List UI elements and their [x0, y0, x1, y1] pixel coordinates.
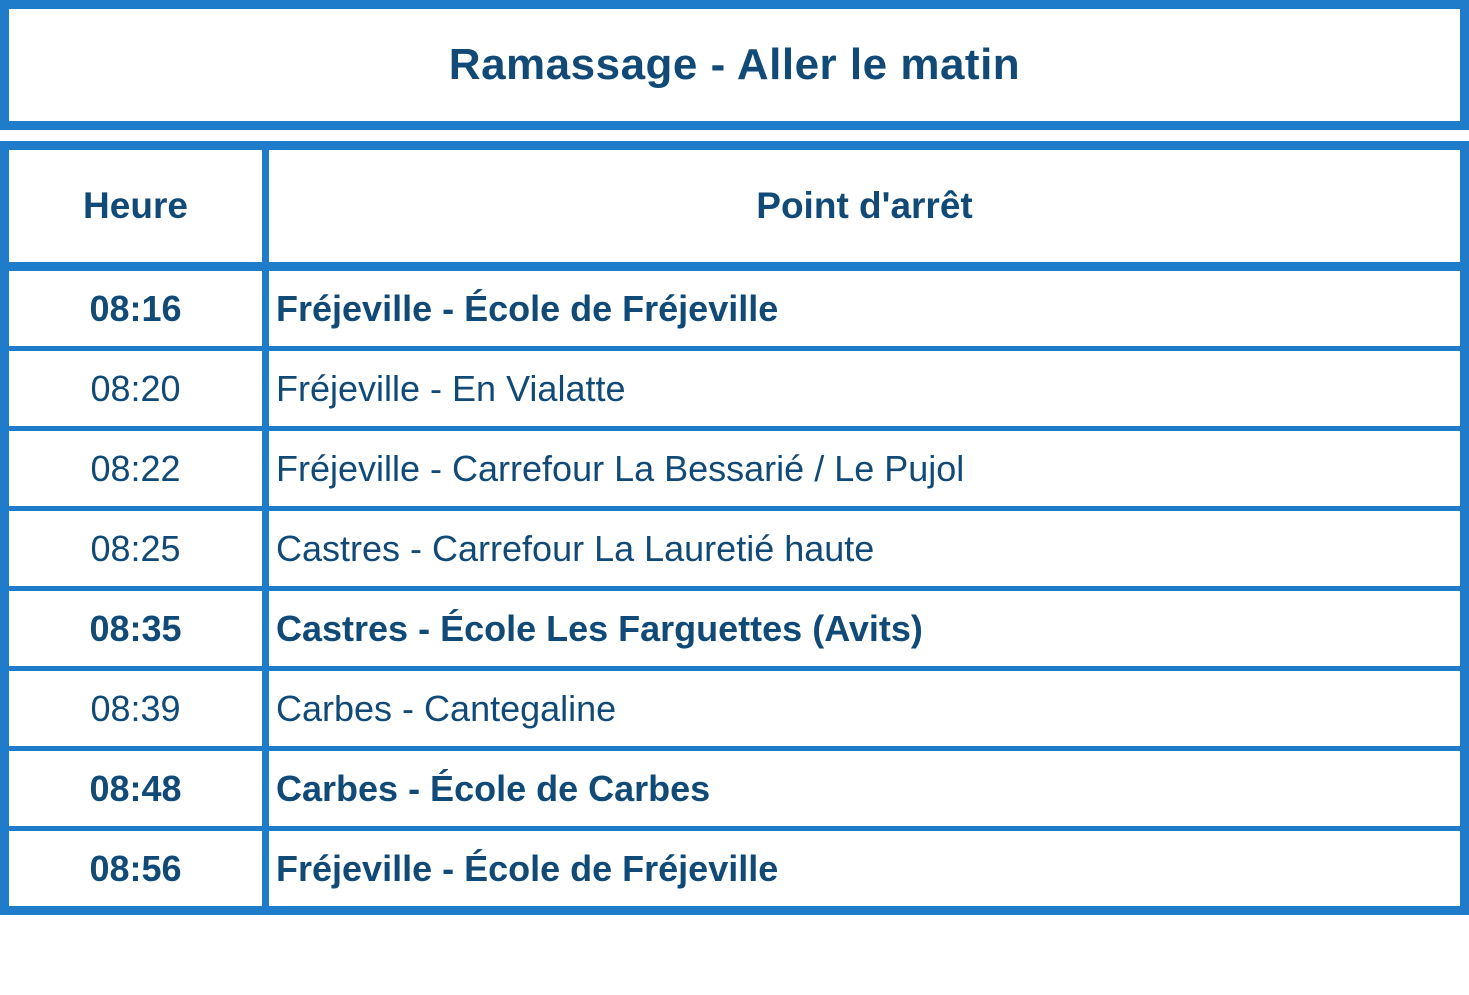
row-stop: Carbes - École de Carbes: [276, 767, 711, 809]
table-header: Heure Point d'arrêt: [9, 150, 1460, 271]
header-stop: Point d'arrêt: [756, 185, 973, 226]
table-row: 08:20 Fréjeville - En Vialatte: [9, 351, 1460, 431]
row-stop: Carbes - Cantegaline: [276, 687, 617, 729]
schedule-table: Heure Point d'arrêt 08:16 Fréjeville - Éc…: [0, 141, 1469, 915]
row-time: 08:22: [9, 431, 269, 506]
table-row: 08:25 Castres - Carrefour La Lauretié hau…: [9, 511, 1460, 591]
row-time: 08:16: [9, 271, 269, 346]
row-time: 08:25: [9, 511, 269, 586]
page-title: Ramassage - Aller le matin: [448, 40, 1021, 89]
row-stop: Fréjeville - École de Fréjeville: [276, 847, 779, 889]
table-row: 08:56 Fréjeville - École de Fréjeville: [9, 831, 1460, 906]
row-stop: Fréjeville - En Vialatte: [276, 367, 626, 409]
title-box: Ramassage - Aller le matin: [0, 0, 1469, 130]
row-time: 08:39: [9, 671, 269, 746]
row-time: 08:56: [9, 831, 269, 906]
header-time: Heure: [9, 150, 269, 262]
row-stop: Fréjeville - École de Fréjeville: [276, 287, 779, 329]
row-time: 08:35: [9, 591, 269, 666]
table-row: 08:16 Fréjeville - École de Fréjeville: [9, 271, 1460, 351]
row-stop: Castres - Carrefour La Lauretié haute: [276, 527, 875, 569]
row-time: 08:20: [9, 351, 269, 426]
table-row: 08:22 Fréjeville - Carrefour La Bessarié …: [9, 431, 1460, 511]
table-row: 08:35 Castres - École Les Farguettes (Avi…: [9, 591, 1460, 671]
row-stop: Castres - École Les Farguettes (Avits): [276, 607, 923, 649]
table-row: 08:39 Carbes - Cantegaline: [9, 671, 1460, 751]
row-stop: Fréjeville - Carrefour La Bessarié / Le …: [276, 447, 965, 489]
row-time: 08:48: [9, 751, 269, 826]
table-row: 08:48 Carbes - École de Carbes: [9, 751, 1460, 831]
